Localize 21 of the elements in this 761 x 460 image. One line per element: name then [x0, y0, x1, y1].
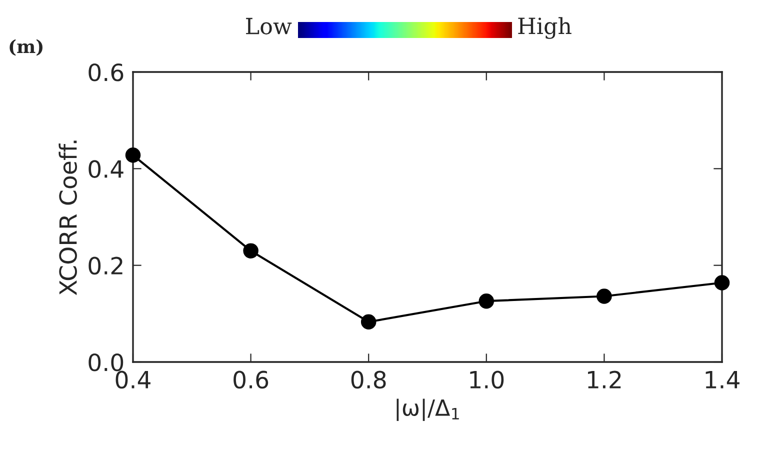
x-tick-label: 1.0 [470, 370, 504, 389]
y-axis-title: XCORR Coeff. [58, 140, 77, 296]
y-tick-label: 0.6 [88, 63, 124, 82]
point [596, 288, 612, 304]
point [243, 243, 258, 258]
x-tick-label: 0.8 [351, 370, 386, 389]
y-tick-label: 0.4 [88, 160, 124, 178]
point [125, 147, 141, 163]
x-axis-title: |ω|/Δ$_{1}$ [396, 398, 459, 421]
x-tick-label: 0.6 [234, 370, 268, 389]
text: Low [246, 18, 292, 34]
text: High [518, 17, 572, 39]
chart-title: (m) [10, 39, 42, 56]
x-tick-label: 1.2 [588, 370, 621, 388]
point [478, 293, 494, 309]
point [714, 275, 730, 290]
x-tick-label: 1.4 [706, 371, 740, 388]
y-tick-label: 0.2 [88, 256, 122, 275]
y-tick-label: 0.0 [88, 353, 124, 372]
point [360, 314, 376, 330]
x-tick-label: 0.4 [116, 370, 150, 389]
